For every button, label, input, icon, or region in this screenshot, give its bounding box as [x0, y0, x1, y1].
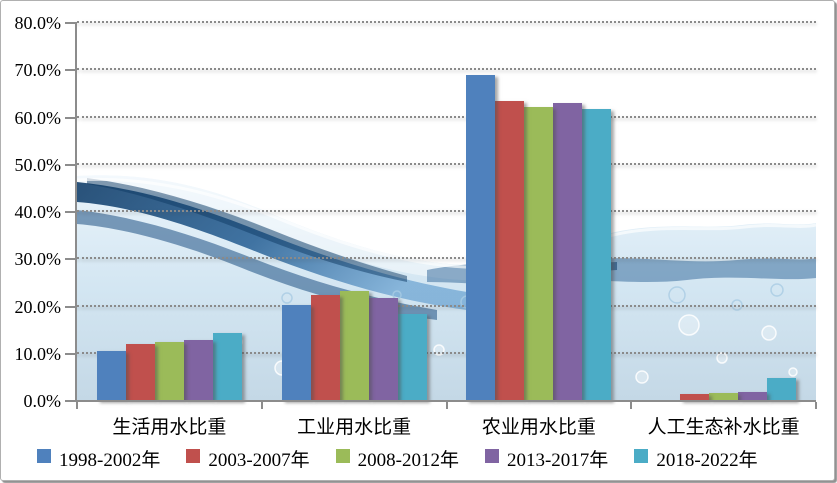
- x-axis-line: [75, 400, 816, 402]
- legend: 1998-2002年 2003-2007年 2008-2012年 2013-2017年…: [37, 445, 758, 472]
- y-axis-tick-label: 30.0%: [14, 249, 62, 270]
- bar-2003-2007年-农业用水比重: [495, 100, 525, 401]
- y-axis-tick: [65, 352, 75, 355]
- gridline-40: [77, 210, 816, 212]
- legend-swatch: [37, 449, 51, 463]
- bar-1998-2002年-农业用水比重: [466, 74, 496, 401]
- bar-1998-2002年-生活用水比重: [96, 351, 126, 401]
- legend-item: 2003-2007年: [186, 445, 310, 472]
- legend-item: 2008-2012年: [335, 445, 459, 472]
- y-axis-tick-label: 50.0%: [14, 154, 62, 175]
- x-axis-category-label: 工业用水比重: [297, 417, 412, 438]
- legend-label: 2013-2017年: [506, 450, 609, 471]
- y-axis-line: [75, 22, 77, 402]
- bar-2018-2022年-农业用水比重: [582, 108, 612, 401]
- bar-2018-2022年-工业用水比重: [397, 313, 427, 401]
- bar-group-1: [77, 23, 262, 401]
- legend-swatch: [634, 449, 649, 463]
- legend-item: 2018-2022年: [634, 445, 758, 472]
- y-axis-tick-label: 60.0%: [14, 107, 62, 128]
- y-axis-tick: [65, 305, 75, 308]
- y-axis-tick-label: 20.0%: [14, 296, 62, 317]
- bar-2003-2007年-生活用水比重: [125, 344, 155, 401]
- bar-group-2: [262, 23, 447, 401]
- x-axis-category-label: 农业用水比重: [481, 417, 596, 438]
- y-axis-tick: [65, 211, 75, 213]
- x-axis-tick: [815, 402, 817, 409]
- bar-2018-2022年-生活用水比重: [212, 332, 242, 401]
- gridlines: [77, 21, 816, 401]
- y-axis-tick: [65, 400, 75, 402]
- bar-group-4: [631, 23, 816, 401]
- y-axis-tick-label: 80.0%: [14, 13, 62, 33]
- legend-swatch: [335, 449, 350, 463]
- y-axis-tick: [65, 69, 75, 72]
- x-axis-tick: [445, 402, 448, 409]
- x-axis-tick: [76, 402, 78, 409]
- gridline-50: [77, 162, 816, 165]
- bar-group-3: [447, 23, 632, 401]
- legend-label: 1998-2002年: [59, 450, 161, 471]
- legend-label: 2018-2022年: [656, 450, 758, 471]
- gridline-70: [77, 68, 816, 71]
- x-axis-category-label: 人工生态补水比重: [647, 417, 800, 438]
- y-axis-tick-label: 70.0%: [14, 60, 62, 81]
- bar-2013-2017年-生活用水比重: [183, 339, 213, 401]
- plot-area: [76, 21, 817, 401]
- y-axis-tick-label: 40.0%: [14, 202, 62, 222]
- legend-swatch: [186, 449, 201, 463]
- bar-2008-2012年-工业用水比重: [339, 291, 369, 401]
- bar-2013-2017年-农业用水比重: [553, 103, 583, 401]
- y-axis-tick: [65, 163, 75, 166]
- bar-2008-2012年-生活用水比重: [154, 341, 184, 401]
- bar-2013-2017年-工业用水比重: [368, 298, 398, 401]
- bar-2013-2017年-人工生态补水比重: [738, 391, 768, 401]
- bar-1998-2002年-工业用水比重: [281, 304, 311, 401]
- legend-item: 1998-2002年: [37, 445, 160, 472]
- legend-label: 2003-2007年: [208, 450, 310, 471]
- x-axis-category-label: 生活用水比重: [112, 417, 227, 438]
- y-axis-tick-label: 10.0%: [14, 343, 62, 364]
- x-axis-tick: [630, 402, 633, 409]
- x-axis-tick: [260, 402, 263, 409]
- bar-2008-2012年-人工生态补水比重: [709, 392, 739, 401]
- legend-item: 2013-2017年: [484, 445, 609, 472]
- bar-2018-2022年-人工生态补水比重: [767, 378, 797, 401]
- gridline-80: [77, 21, 816, 23]
- bar-2003-2007年-人工生态补水比重: [680, 393, 710, 401]
- legend-swatch: [484, 449, 499, 463]
- bar-groups: [77, 23, 816, 401]
- gridline-10: [77, 351, 816, 354]
- legend-label: 2008-2012年: [357, 450, 459, 471]
- y-axis-tick: [65, 22, 75, 24]
- bar-2003-2007年-工业用水比重: [310, 294, 340, 401]
- gridline-30: [77, 257, 816, 260]
- bar-2008-2012年-农业用水比重: [524, 107, 554, 401]
- gridline-20: [77, 304, 816, 307]
- y-axis-tick: [65, 116, 75, 119]
- y-axis-tick-label: 0.0%: [23, 391, 62, 411]
- gridline-60: [77, 115, 816, 118]
- y-axis-tick: [65, 258, 75, 261]
